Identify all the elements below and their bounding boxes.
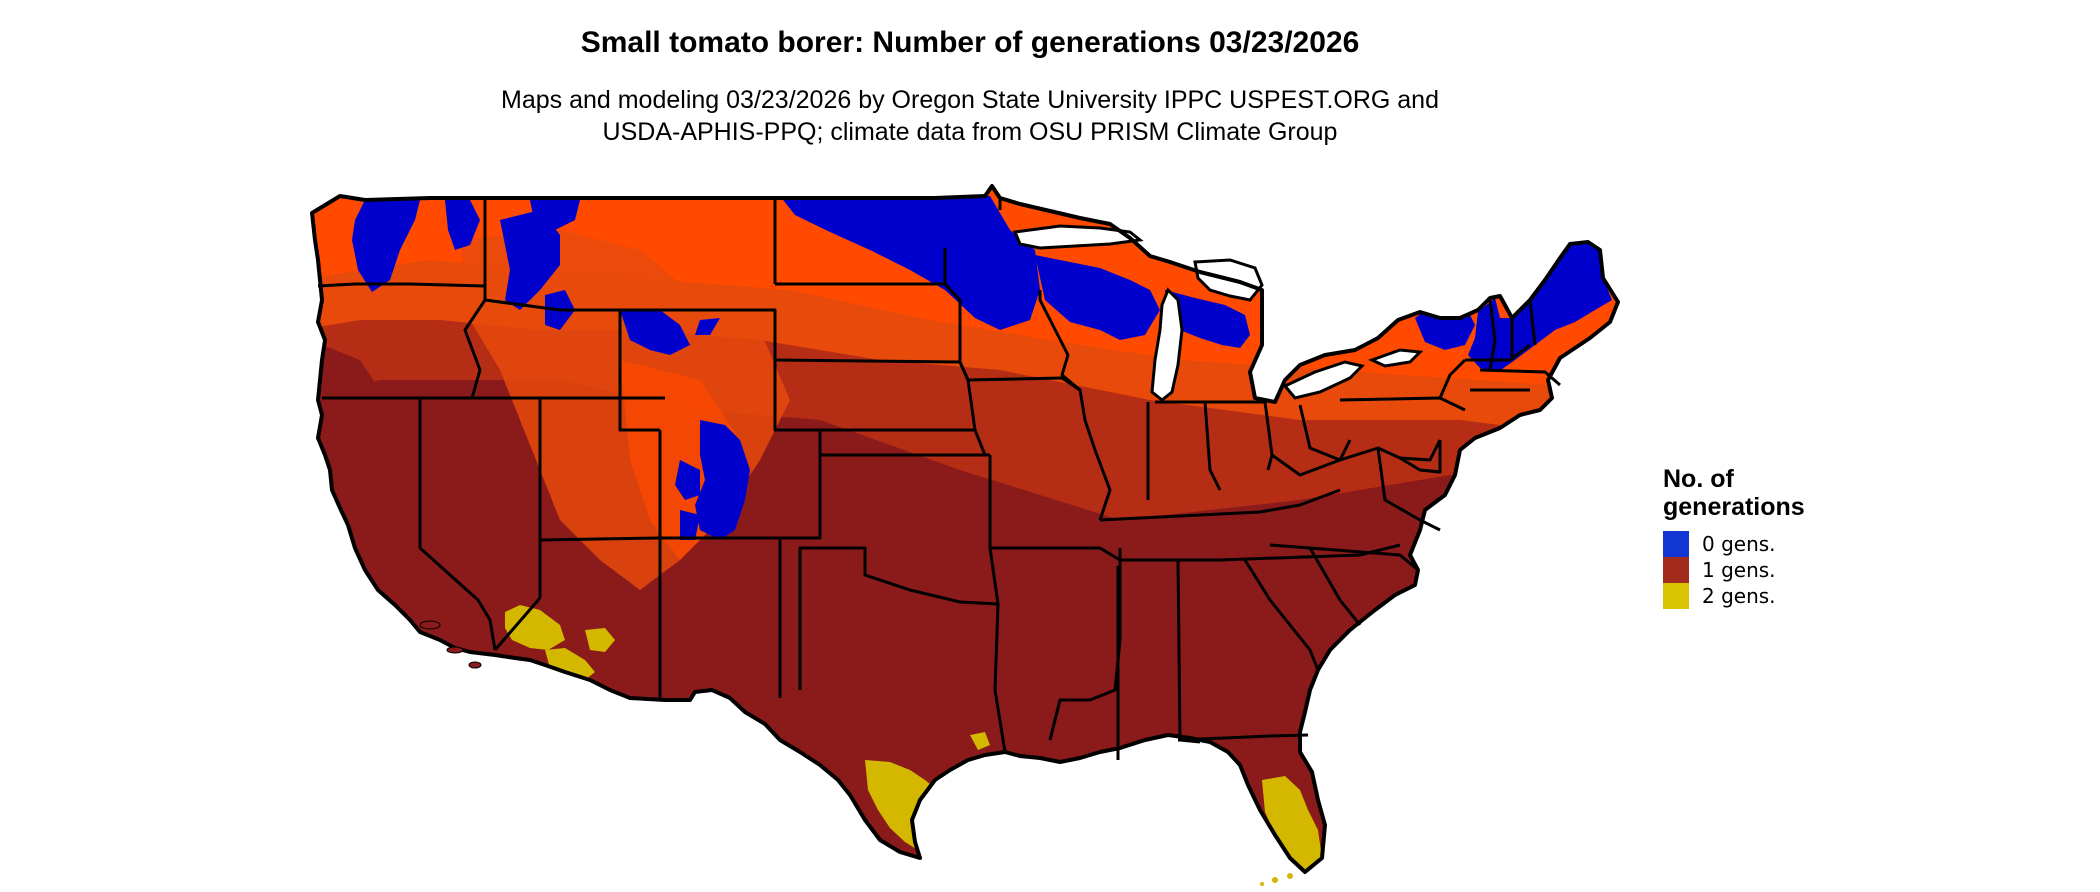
subtitle-line-2: USDA-APHIS-PPQ; climate data from OSU PR… — [602, 118, 1338, 146]
zero-generation-areas — [352, 196, 1612, 540]
coastal-islands — [419, 620, 482, 669]
state-borders — [310, 184, 1620, 874]
map-subtitle: Maps and modeling 03/23/2026 by Oregon S… — [0, 84, 1940, 148]
legend-label-2-gens: 2 gens. — [1702, 584, 1776, 608]
legend-item-2-gens: 2 gens. — [1663, 583, 1805, 609]
legend-items: 0 gens. 1 gens. 2 gens. — [1663, 531, 1805, 609]
legend-title-line-2: generations — [1663, 493, 1805, 521]
map-legend: No. of generations 0 gens. 1 gens. 2 gen… — [1663, 465, 1805, 609]
two-generation-areas — [505, 605, 1322, 870]
legend-title: No. of generations — [1663, 465, 1805, 521]
map-title: Small tomato borer: Number of generation… — [580, 26, 1360, 59]
florida-keys — [1260, 873, 1293, 886]
legend-title-line-1: No. of — [1663, 465, 1734, 493]
legend-label-1-gens: 1 gens. — [1702, 558, 1776, 582]
subtitle-line-1: Maps and modeling 03/23/2026 by Oregon S… — [501, 86, 1439, 114]
legend-swatch-0-gens — [1663, 531, 1689, 557]
legend-swatch-1-gens — [1663, 557, 1689, 583]
legend-label-0-gens: 0 gens. — [1702, 532, 1776, 556]
legend-swatch-2-gens — [1663, 583, 1689, 609]
legend-item-1-gens: 1 gens. — [1663, 557, 1805, 583]
legend-item-0-gens: 0 gens. — [1663, 531, 1805, 557]
